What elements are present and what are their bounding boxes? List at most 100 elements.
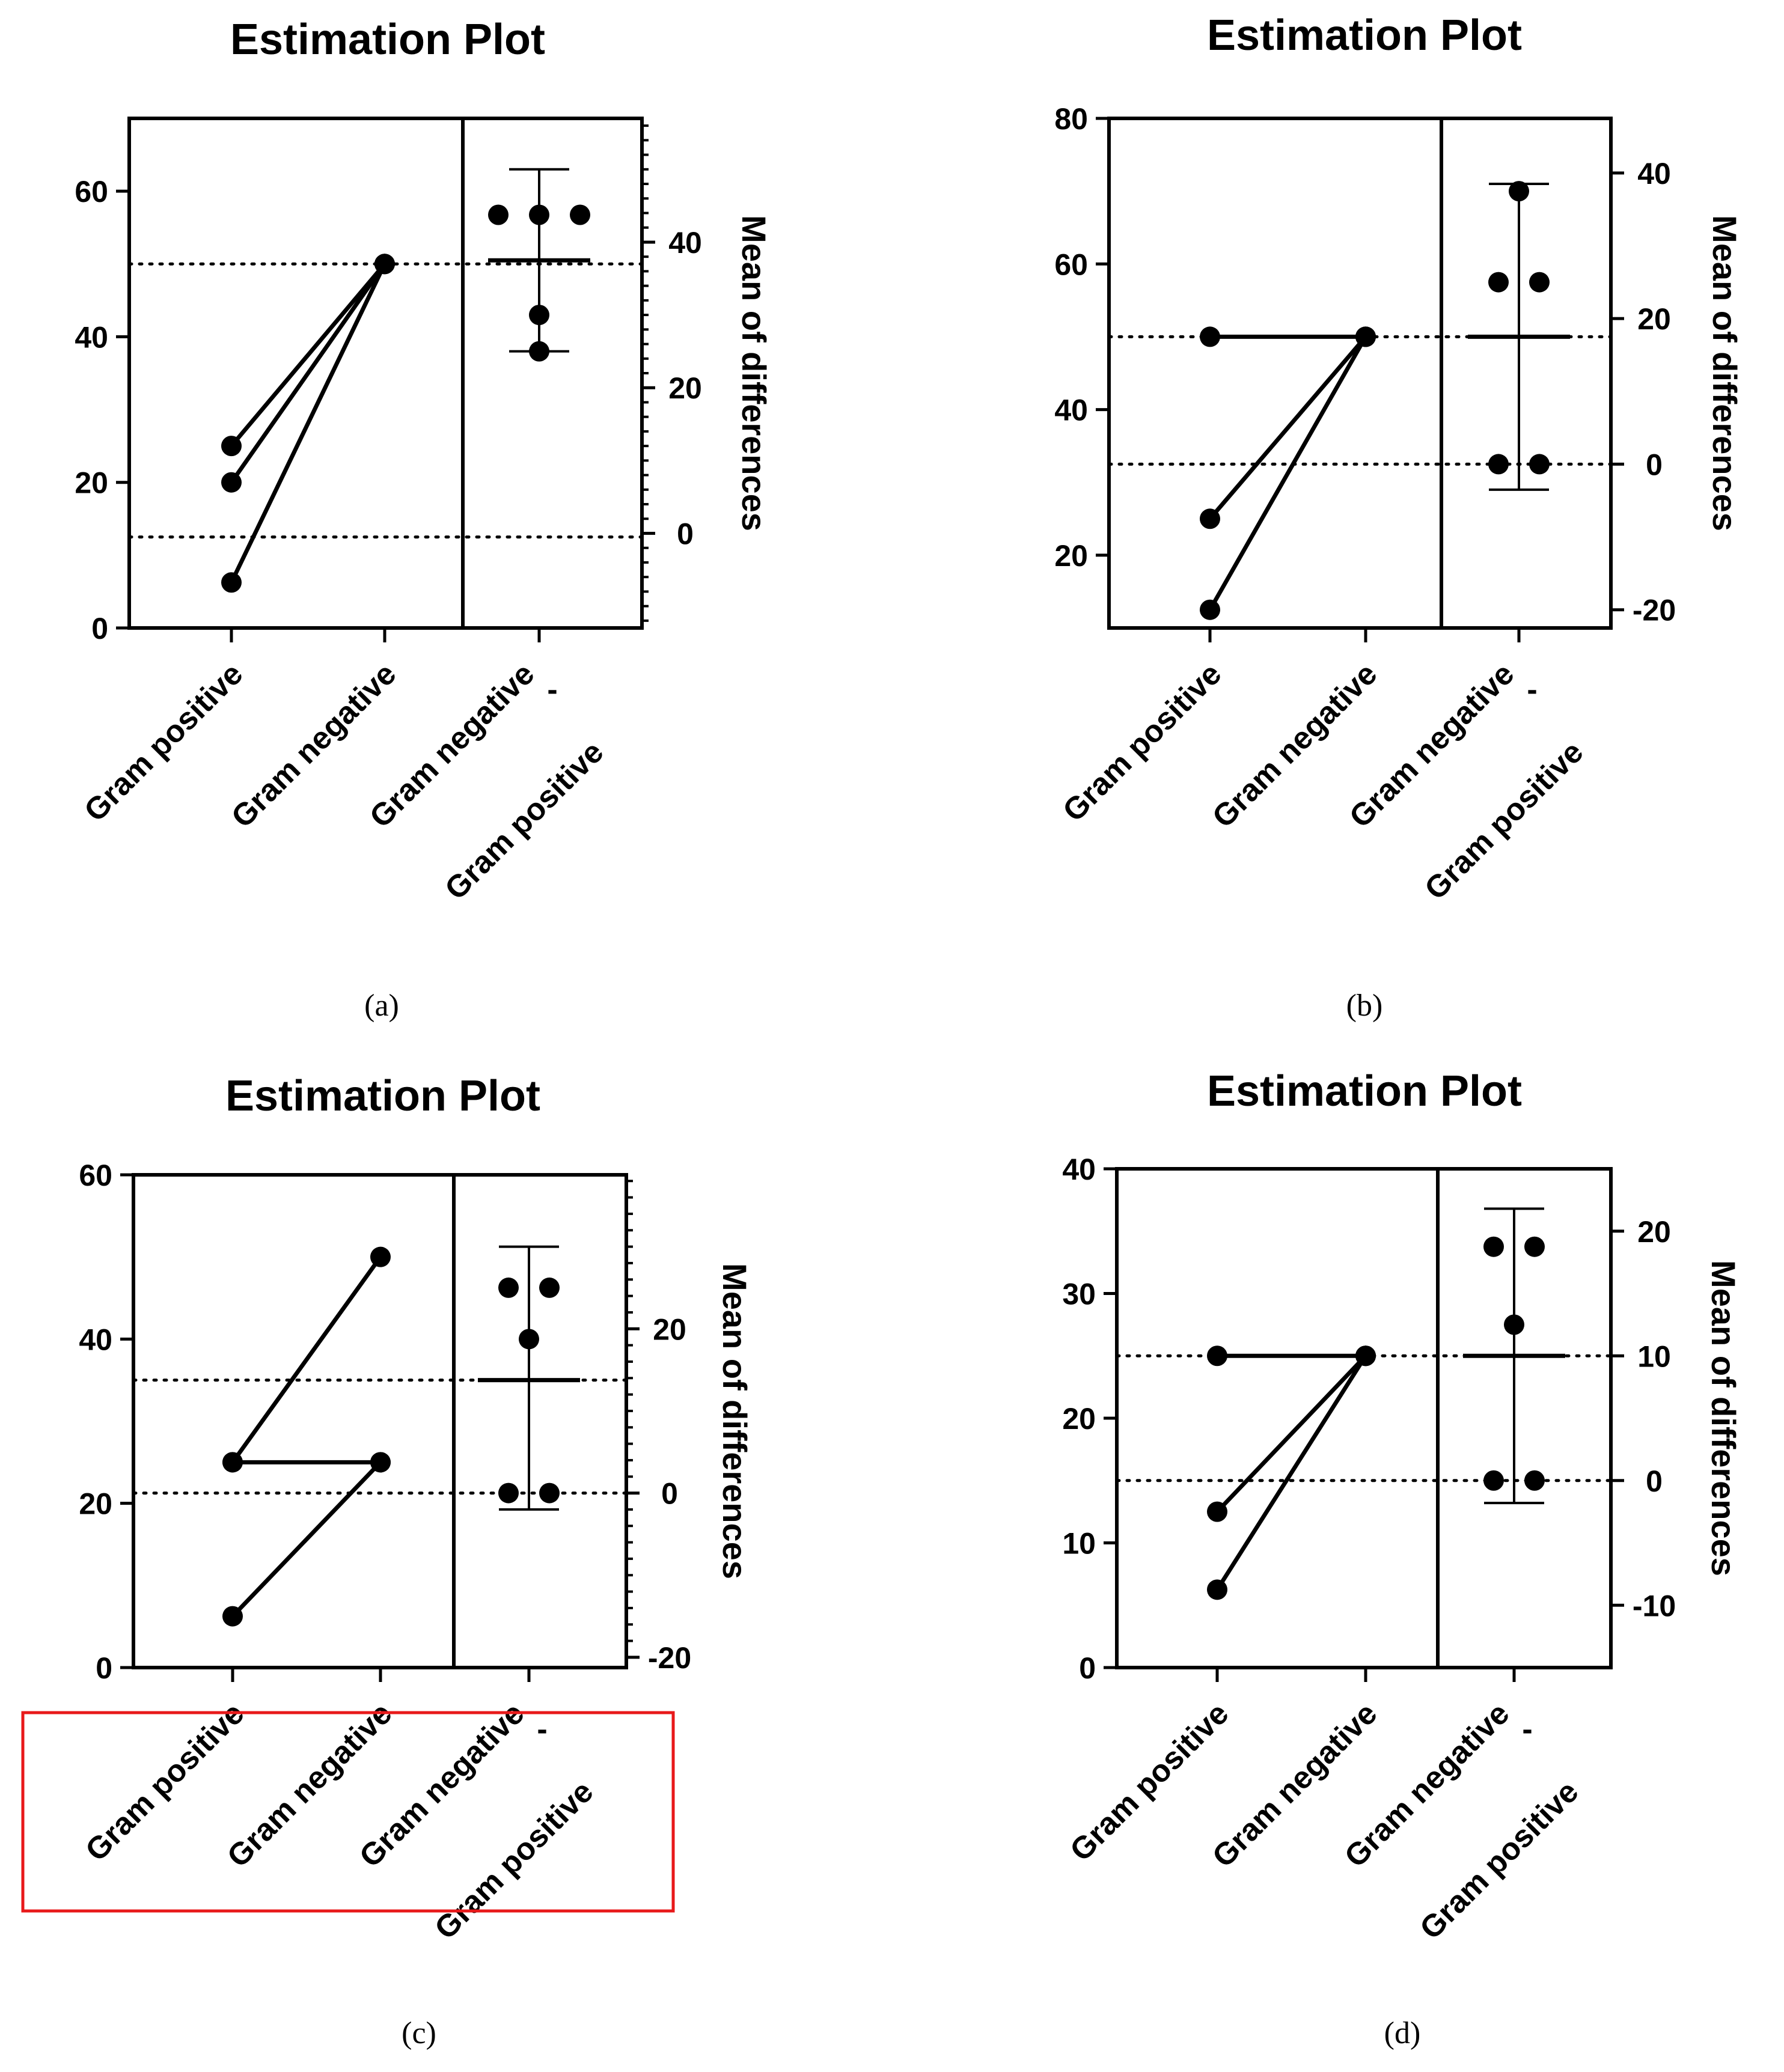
x-label-difference-line2: Gram positive [438,734,610,906]
point-gram-negative [370,1452,391,1473]
left-tick-label: 10 [1062,1527,1096,1561]
difference-point [1504,1314,1524,1335]
left-tick-label: 60 [75,175,108,209]
right-axis-label: Mean of differences [716,1263,754,1579]
right-tick-label: -10 [1633,1589,1676,1623]
x-label-difference-line2: Gram positive [1413,1774,1585,1946]
left-tick-label: 30 [1062,1278,1096,1311]
point-gram-positive [1200,508,1220,529]
difference-point [1509,181,1529,202]
right-tick-label: 20 [1637,302,1671,336]
difference-point [529,305,549,326]
difference-point [529,341,549,362]
difference-point [488,204,509,225]
pair-line [1215,1353,1368,1592]
pair-line [230,1255,383,1464]
left-tick-label: 60 [1054,248,1088,281]
difference-point [539,1482,560,1504]
right-tick-label: 40 [1637,157,1671,190]
difference-point [498,1277,519,1298]
left-tick-label: 40 [79,1323,112,1356]
right-tick-label: 20 [668,371,702,405]
x-label-difference-separator: - [1527,672,1537,707]
right-tick-label: -20 [648,1641,691,1675]
right-tick-label: 0 [1646,448,1663,481]
point-gram-positive [222,1452,243,1473]
right-tick-label: 0 [677,517,694,551]
chart-title: Estimation Plot [1207,11,1522,59]
x-label-difference-line2: Gram positive [1418,734,1590,906]
point-gram-positive [221,472,242,493]
panel-a: Estimation Plot 0 20 40 60 0 20 40 Mean of diffe… [75,16,773,907]
chart-title: Estimation Plot [225,1072,540,1120]
right-tick-label: 0 [661,1477,678,1511]
point-gram-negative [1355,326,1376,347]
x-label-difference-separator: - [547,672,557,707]
left-tick-label: 80 [1054,102,1088,136]
pair-line [229,261,387,448]
caption-b: (b) [1346,989,1383,1023]
highlight-box [21,1711,675,1913]
pair-line [1215,1353,1368,1514]
left-tick-label: 20 [1054,539,1088,573]
difference-point [1524,1470,1545,1491]
difference-point [1488,272,1509,293]
left-tick-label: 40 [1062,1153,1096,1186]
left-tick-label: 0 [1079,1651,1096,1685]
x-label-difference-separator: - [1522,1712,1532,1747]
difference-point [570,204,590,225]
caption-a: (a) [364,989,399,1023]
point-gram-positive [1207,1501,1227,1522]
right-tick-label: 20 [653,1312,686,1346]
right-axis-label: Mean of differences [1705,1260,1743,1576]
point-gram-positive [1207,1579,1227,1600]
point-gram-positive [222,1606,243,1627]
right-tick-label: -20 [1633,594,1676,627]
point-gram-negative [374,254,395,275]
difference-point [1529,454,1550,475]
right-axis-label: Mean of differences [1706,215,1744,531]
chart-title: Estimation Plot [230,16,545,64]
difference-point [529,204,549,225]
right-tick-label: 10 [1637,1339,1671,1373]
left-tick-label: 60 [79,1159,112,1192]
pair-line [1208,334,1368,521]
right-tick-label: 40 [668,226,702,260]
point-gram-negative [370,1246,391,1267]
right-tick-label: 20 [1637,1215,1671,1249]
x-label-gram-positive: Gram positive [78,656,249,828]
x-label-difference-line2: Gram positive [428,1774,600,1946]
panel-d: Estimation Plot 0 10 20 30 40 -10 0 10 20 Mean of … [1062,1067,1743,1946]
chart-title: Estimation Plot [1207,1067,1522,1115]
difference-point [1488,454,1509,475]
point-gram-positive [1207,1345,1227,1367]
panel-b: Estimation Plot 20 40 60 80 -20 0 20 40 Mean of d… [1054,11,1744,907]
x-label-gram-positive: Gram positive [1056,656,1228,828]
panel-c: Estimation Plot 0 20 40 60 -20 0 20 Mean of diff… [21,1072,754,1946]
caption-d: (d) [1384,2016,1421,2050]
pair-line [1208,334,1368,612]
right-axis-label: Mean of differences [735,215,773,531]
left-tick-label: 20 [75,466,108,500]
pair-line [229,261,387,485]
difference-point [1483,1470,1504,1491]
pair-line [230,1460,383,1619]
left-tick-label: 0 [96,1651,112,1685]
difference-point [498,1482,519,1504]
point-gram-positive [221,436,242,457]
difference-point [1524,1236,1545,1257]
point-gram-positive [1200,599,1220,620]
caption-c: (c) [402,2016,436,2050]
point-gram-negative [1355,1345,1376,1367]
left-tick-label: 0 [91,612,108,645]
difference-point [1483,1236,1504,1257]
left-tick-label: 40 [1054,394,1088,427]
x-label-gram-positive: Gram positive [1063,1696,1235,1868]
point-gram-positive [221,572,242,593]
difference-point [539,1277,560,1298]
x-label-difference-separator: - [537,1712,547,1747]
left-tick-label: 20 [1062,1402,1096,1436]
pair-line [229,261,387,585]
x-label-gram-positive: Gram positive [79,1696,251,1868]
